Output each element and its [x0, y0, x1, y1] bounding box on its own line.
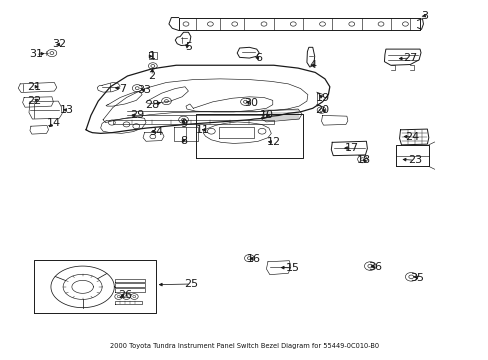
Text: 4: 4: [308, 60, 316, 70]
Text: 1: 1: [148, 51, 155, 61]
Text: 5: 5: [184, 42, 191, 52]
Text: 10: 10: [259, 111, 273, 121]
Text: 24: 24: [405, 132, 419, 142]
Text: 19: 19: [315, 93, 329, 103]
Text: 17: 17: [344, 143, 358, 153]
Text: 22: 22: [27, 96, 41, 106]
Text: 8: 8: [180, 136, 187, 145]
Text: 12: 12: [266, 138, 280, 147]
Text: 6: 6: [255, 53, 262, 63]
Text: 28: 28: [144, 100, 159, 110]
Text: 30: 30: [244, 98, 257, 108]
Text: 7: 7: [119, 84, 126, 94]
Text: 15: 15: [285, 263, 300, 273]
Text: 18: 18: [356, 155, 370, 165]
Text: 2: 2: [148, 71, 155, 81]
Text: 16: 16: [247, 254, 261, 264]
Text: 13: 13: [60, 105, 73, 115]
Text: 32: 32: [52, 40, 66, 49]
Text: 9: 9: [180, 120, 187, 129]
Text: 26: 26: [118, 290, 132, 300]
Text: 25: 25: [183, 279, 198, 289]
Text: 33: 33: [137, 85, 151, 95]
Text: 31: 31: [29, 49, 43, 59]
Text: 34: 34: [148, 127, 163, 136]
Text: 36: 36: [367, 262, 382, 272]
Text: 20: 20: [315, 105, 329, 115]
Text: 29: 29: [130, 111, 144, 121]
Text: 27: 27: [402, 53, 417, 63]
Text: 11: 11: [196, 125, 210, 135]
Text: 35: 35: [410, 273, 424, 283]
Text: 14: 14: [47, 118, 61, 128]
Text: 23: 23: [407, 155, 421, 165]
Text: 2000 Toyota Tundra Instrument Panel Switch Bezel Diagram for 55449-0C010-B0: 2000 Toyota Tundra Instrument Panel Swit…: [110, 343, 378, 349]
Text: 21: 21: [27, 82, 41, 92]
Text: 3: 3: [421, 11, 427, 21]
